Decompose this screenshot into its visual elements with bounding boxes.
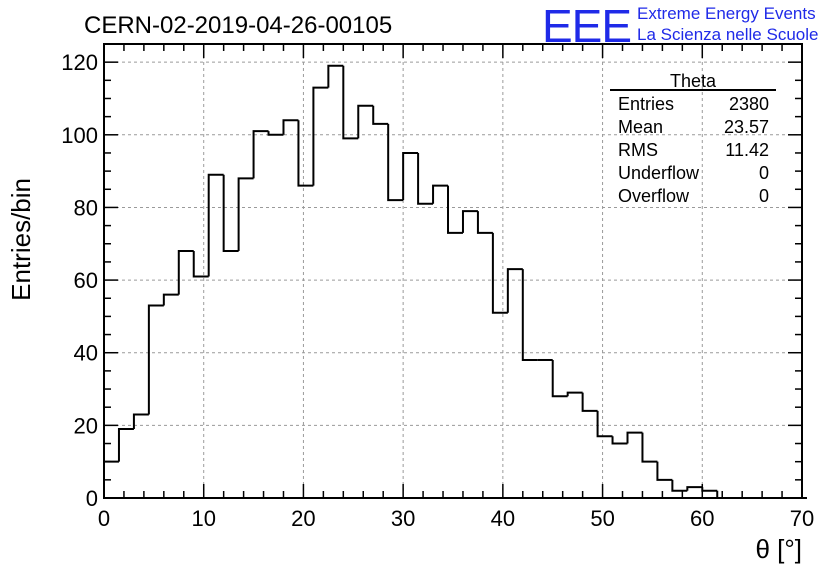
histogram-bin — [581, 392, 598, 412]
histogram-bin — [117, 427, 134, 462]
stats-row-label: Mean — [618, 117, 663, 137]
histogram-bin — [327, 64, 344, 88]
stats-row-value: 0 — [759, 163, 769, 183]
histogram-bin — [656, 461, 673, 481]
logo-line-2: La Scienza nelle Scuole — [637, 25, 818, 44]
histogram-bin — [147, 304, 164, 415]
y-tick-label: 100 — [61, 123, 98, 148]
x-tick-labels: 0 10 20 30 40 50 60 70 — [98, 506, 814, 531]
histogram-bin — [566, 391, 583, 397]
histogram-bin — [716, 490, 733, 499]
stats-row-value: 23.57 — [724, 117, 769, 137]
histogram-bin — [447, 185, 463, 234]
x-axis-title: θ [°] — [755, 534, 802, 564]
histogram-bin — [432, 184, 449, 204]
x-tick-label: 50 — [590, 506, 614, 531]
grid — [104, 44, 802, 498]
histogram-bin — [177, 250, 194, 295]
histogram-bin — [521, 269, 538, 361]
y-tick-label: 40 — [74, 341, 98, 366]
stats-row-label: Underflow — [618, 163, 700, 183]
x-tick-label: 10 — [191, 506, 215, 531]
histogram-bin — [626, 431, 643, 444]
histogram-bin — [461, 210, 478, 233]
x-tick-label: 70 — [790, 506, 814, 531]
y-tick-labels: 0 20 40 60 80 100 120 — [61, 50, 98, 511]
histogram-bin — [641, 432, 658, 463]
histogram-bin — [491, 232, 508, 314]
stats-row-value: 2380 — [729, 94, 769, 114]
histogram-bin — [611, 436, 628, 445]
y-tick-label: 20 — [74, 413, 98, 438]
y-axis-title: Entries/bin — [6, 178, 36, 301]
histogram-bin — [506, 268, 523, 313]
x-tick-label: 60 — [690, 506, 714, 531]
histogram-bin — [342, 65, 359, 140]
stats-box: Theta Entries 2380 Mean 23.57 RMS 11.42 Underf… — [610, 71, 776, 206]
stats-row-label: RMS — [618, 140, 658, 160]
y-tick-label: 80 — [74, 195, 98, 220]
stats-row-value: 11.42 — [725, 140, 769, 160]
x-tick-label: 30 — [391, 506, 415, 531]
histogram-bin — [476, 211, 493, 234]
histogram-bin — [671, 479, 688, 492]
histogram-bin — [596, 410, 613, 438]
histogram-bin — [417, 152, 434, 205]
histogram-bin — [207, 173, 224, 277]
histogram-bin — [312, 86, 329, 186]
histogram-bin — [282, 119, 299, 135]
stats-title: Theta — [670, 71, 717, 91]
x-tick-label: 0 — [98, 506, 110, 531]
histogram-bin — [267, 131, 284, 136]
x-tick-label: 40 — [491, 506, 515, 531]
histogram-bin — [686, 486, 703, 491]
histogram-bin — [132, 413, 149, 429]
histogram-bin — [162, 293, 179, 306]
stats-rows: Entries 2380 Mean 23.57 RMS 11.42 Underflow 0 Ov… — [618, 94, 769, 206]
stats-row-label: Overflow — [618, 186, 690, 206]
eee-logo: EEE Extreme Energy Events La Scienza nel… — [542, 0, 818, 52]
histogram-bin — [297, 120, 314, 187]
y-tick-label: 0 — [86, 486, 98, 511]
histogram-bin — [222, 174, 239, 253]
stats-row-value: 0 — [759, 186, 769, 206]
x-tick-label: 20 — [291, 506, 315, 531]
histogram-bin — [402, 151, 419, 201]
histogram-bin — [237, 177, 254, 252]
histogram-bin — [357, 104, 374, 139]
histogram-series — [103, 64, 807, 499]
chart-title: CERN-02-2019-04-26-00105 — [84, 12, 392, 39]
logo-line-1: Extreme Energy Events — [637, 4, 816, 23]
histogram-bin — [372, 105, 389, 125]
y-tick-label: 120 — [61, 50, 98, 75]
histogram-bin — [252, 130, 269, 179]
axis-ticks — [103, 43, 803, 499]
y-tick-label: 60 — [74, 268, 98, 293]
histogram-bin — [192, 251, 209, 278]
histogram-bin — [701, 487, 718, 492]
histogram-bin — [551, 359, 568, 398]
stats-row-label: Entries — [618, 94, 674, 114]
histogram-bin — [387, 123, 404, 202]
plot-frame — [103, 43, 803, 499]
